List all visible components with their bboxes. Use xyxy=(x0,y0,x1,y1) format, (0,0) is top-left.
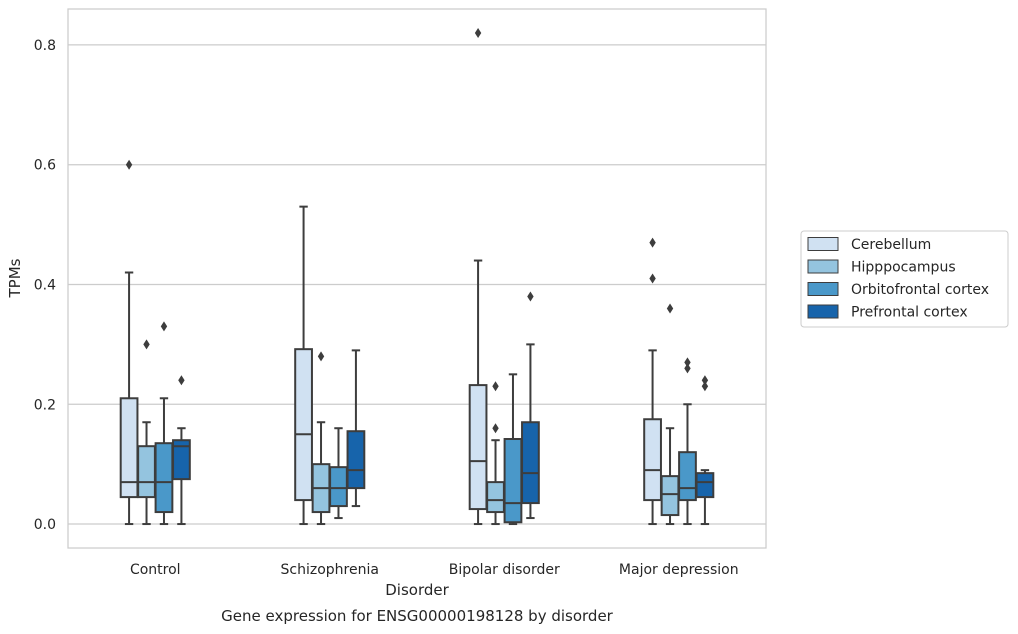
legend-label: Prefrontal cortex xyxy=(851,305,968,321)
x-tick-label: Major depression xyxy=(619,562,739,578)
box xyxy=(486,481,505,514)
y-tick-label: 0.2 xyxy=(34,397,56,413)
outlier-point xyxy=(492,381,499,392)
outlier-point xyxy=(143,339,150,350)
box-group xyxy=(521,291,540,520)
outlier-point xyxy=(492,423,499,434)
box-group xyxy=(172,375,191,526)
x-tick-label: Bipolar disorder xyxy=(449,562,560,578)
legend: Cerebellum Hipppocampus Orbitofrontal cort… xyxy=(800,230,1009,328)
x-tick-label: Schizophrenia xyxy=(281,562,379,578)
box xyxy=(678,451,697,502)
box xyxy=(294,348,313,502)
box-group xyxy=(137,339,156,526)
box-group xyxy=(643,237,662,526)
plot-frame xyxy=(67,8,767,549)
box xyxy=(346,430,366,490)
box xyxy=(137,445,156,499)
box-group xyxy=(346,349,366,508)
x-tick-label: Control xyxy=(130,562,181,578)
y-axis-title: TPMs xyxy=(6,258,24,298)
box-group xyxy=(660,303,680,526)
box xyxy=(695,472,715,499)
outlier-point xyxy=(160,321,168,332)
legend-swatch xyxy=(807,282,839,296)
box-group xyxy=(503,373,523,526)
box-plot-series xyxy=(119,27,715,526)
outlier-point xyxy=(474,27,482,38)
box-group xyxy=(468,27,488,526)
x-axis-title: Disorder xyxy=(385,581,449,599)
outlier-point xyxy=(527,291,534,302)
outlier-point xyxy=(666,303,674,314)
legend-swatch xyxy=(807,259,839,274)
legend-swatch xyxy=(807,237,839,251)
y-tick-label: 0.6 xyxy=(34,158,56,174)
legend-label: Cerebellum xyxy=(851,237,931,253)
box xyxy=(468,384,488,511)
y-axis-ticks: 0.0 0.2 0.4 0.6 0.8 xyxy=(34,38,56,533)
legend-frame xyxy=(800,230,1009,328)
box xyxy=(329,466,348,508)
outlier-point xyxy=(125,159,133,170)
box xyxy=(660,475,680,517)
outlier-point xyxy=(317,351,325,362)
box xyxy=(643,418,662,502)
box xyxy=(154,442,174,514)
box-group xyxy=(119,159,139,526)
legend-swatch xyxy=(807,304,839,319)
box xyxy=(503,438,523,524)
box-group xyxy=(154,321,174,526)
outlier-point xyxy=(649,237,656,248)
outlier-point xyxy=(684,363,691,374)
box-group xyxy=(311,351,331,526)
box-group xyxy=(695,375,715,526)
box-group xyxy=(329,427,348,520)
outlier-point xyxy=(178,375,185,386)
outlier-point xyxy=(701,375,709,386)
box-group xyxy=(678,357,697,526)
legend-label: Hipppocampus xyxy=(851,260,956,276)
chart-title: Gene expression for ENSG00000198128 by d… xyxy=(221,607,614,625)
y-tick-label: 0.8 xyxy=(34,38,56,54)
outlier-point xyxy=(649,273,656,284)
box-group xyxy=(486,381,505,526)
box-group xyxy=(294,205,313,526)
y-tick-label: 0.4 xyxy=(34,277,56,293)
outlier-point xyxy=(684,357,691,368)
box xyxy=(521,421,540,505)
outlier-point xyxy=(701,381,709,392)
legend-label: Orbitofrontal cortex xyxy=(851,282,989,298)
box xyxy=(172,439,191,481)
y-tick-label: 0.0 xyxy=(34,517,56,533)
x-axis-ticks: Control Schizophrenia Bipolar disorder Majo… xyxy=(130,562,739,578)
